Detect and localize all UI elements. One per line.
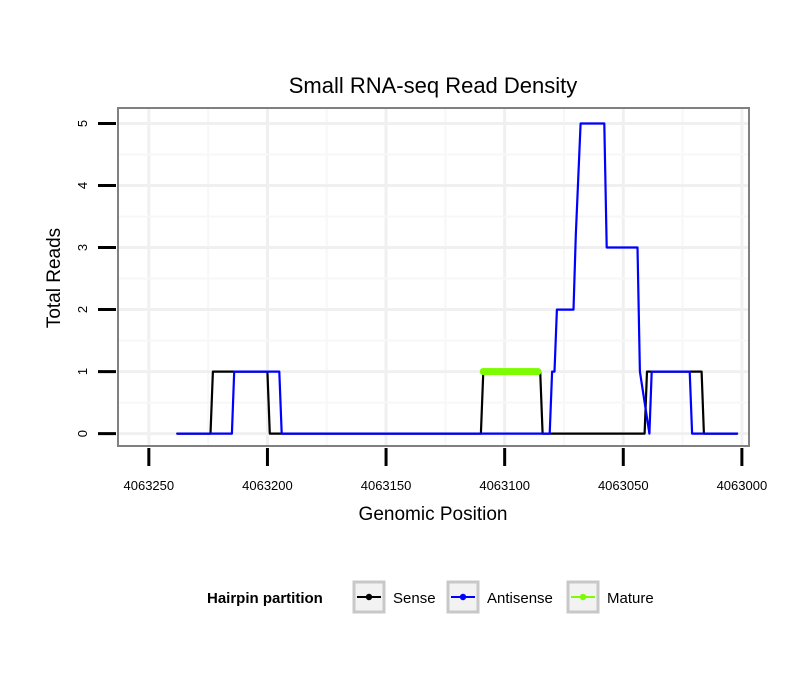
legend-label-antisense: Antisense [487, 590, 553, 607]
legend-label-mature: Mature [607, 590, 654, 607]
legend-dot-antisense [459, 593, 467, 601]
x-tick-label: 4063250 [124, 478, 175, 493]
y-tick-label: 2 [75, 306, 90, 313]
legend: Hairpin partition Sense Antisense Mature [207, 580, 654, 614]
legend-label-sense: Sense [393, 590, 436, 607]
legend-item-sense: Sense [352, 580, 436, 614]
plot-border [117, 107, 750, 447]
legend-title: Hairpin partition [207, 590, 323, 607]
series-layer [176, 122, 739, 435]
x-tick-label: 4063100 [479, 478, 530, 493]
y-axis-label: Total Reads [44, 228, 65, 328]
y-tick-label: 3 [75, 244, 90, 251]
x-tick-label: 4063200 [242, 478, 293, 493]
x-axis-label: Genomic Position [359, 504, 508, 525]
x-tick-label: 4063050 [598, 478, 649, 493]
x-tick-label: 4063000 [717, 478, 768, 493]
legend-item-mature: Mature [566, 580, 654, 614]
y-axis: 0 1 2 3 4 5 [75, 120, 116, 437]
x-tick-label: 4063150 [361, 478, 412, 493]
y-tick-label: 1 [75, 368, 90, 375]
y-tick-label: 4 [75, 182, 90, 189]
y-tick-label: 5 [75, 120, 90, 127]
y-tick-label: 0 [75, 430, 90, 437]
data-point-mature [534, 367, 542, 376]
legend-dot-sense [365, 593, 373, 601]
series-line-antisense [176, 122, 739, 435]
legend-dot-mature [579, 593, 587, 601]
chart-title: Small RNA-seq Read Density [289, 73, 578, 98]
legend-item-antisense: Antisense [446, 580, 553, 614]
x-axis: 4063250 4063200 4063150 4063100 4063050 40630… [124, 448, 768, 493]
